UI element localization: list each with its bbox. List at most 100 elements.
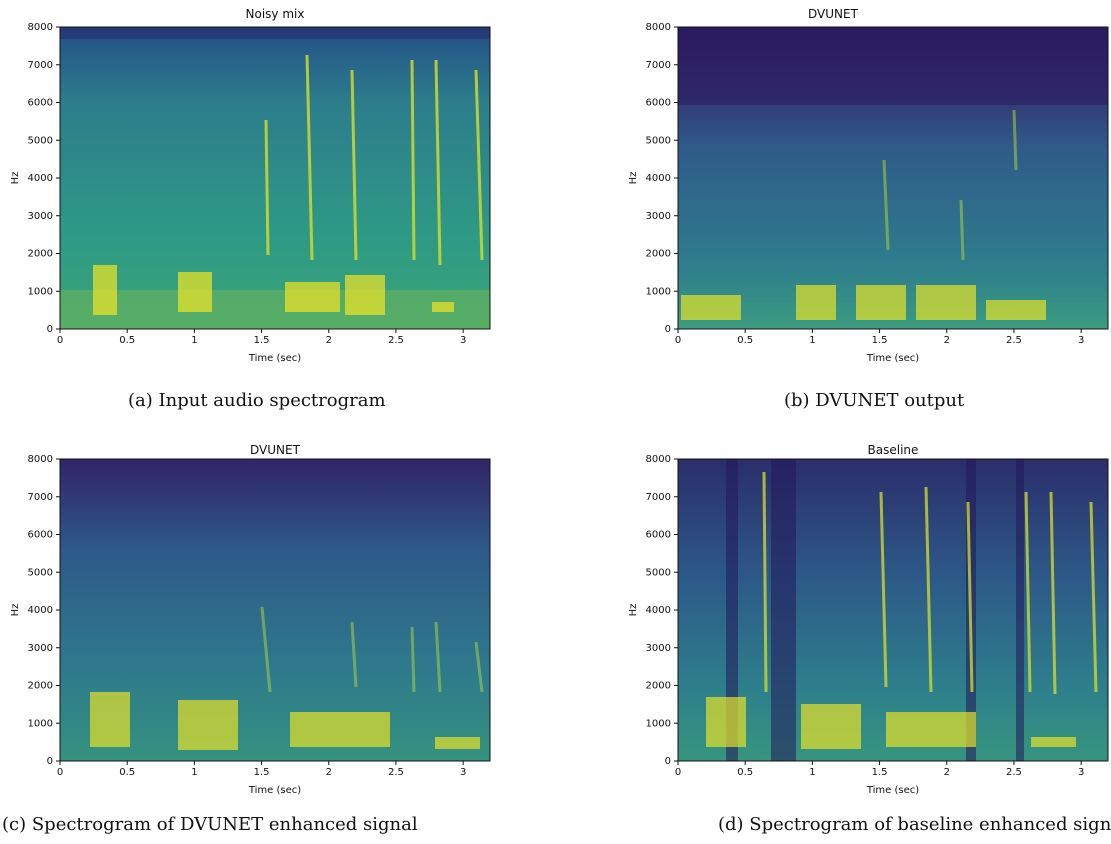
y-tick-label: 4000	[28, 173, 53, 184]
x-tick-label: 0.5	[119, 335, 135, 346]
x-tick-label: 1	[191, 335, 197, 346]
y-ticks: 0 1000 2000 3000 4000 5000 6000 7000 800…	[28, 22, 60, 335]
y-tick-label: 8000	[28, 454, 53, 465]
vertical-streaks	[260, 606, 484, 693]
y-ticks: 0 1000 2000 3000 4000 5000 6000 7000 800…	[28, 454, 60, 767]
formant-streaks	[681, 285, 1046, 320]
chart-title: DVUNET	[808, 7, 859, 21]
y-tick-label: 2000	[646, 681, 671, 692]
x-tick-label: 1	[191, 767, 197, 778]
x-tick-label: 1.5	[872, 767, 888, 778]
chart-title: Baseline	[868, 443, 919, 457]
x-tick-label: 2	[944, 335, 950, 346]
x-axis-label: Time (sec)	[248, 353, 301, 364]
x-tick-label: 0.5	[119, 767, 135, 778]
x-tick-label: 1	[809, 335, 815, 346]
x-tick-label: 0.5	[737, 335, 753, 346]
y-tick-label: 3000	[646, 211, 671, 222]
caption-d: (d) Spectrogram of baseline enhanced sig…	[718, 814, 1111, 835]
vertical-streaks	[264, 54, 484, 266]
y-tick-label: 7000	[646, 60, 671, 71]
formant-streaks	[93, 265, 454, 315]
y-tick-label: 8000	[28, 22, 53, 33]
vertical-streaks	[762, 471, 1098, 695]
y-tick-label: 7000	[28, 60, 53, 71]
y-tick-label: 0	[47, 756, 53, 767]
x-axis-label: Time (sec)	[866, 785, 919, 796]
spectrogram-panel-b: DVUNET 0 1000 2000 3000 4000 5000 6000 7…	[628, 7, 1109, 364]
x-tick-label: 0	[57, 767, 63, 778]
low-band	[60, 290, 490, 329]
y-tick-label: 5000	[646, 135, 671, 146]
y-tick-label: 6000	[28, 98, 53, 109]
x-tick-label: 3	[1078, 335, 1084, 346]
x-tick-label: 0.5	[737, 767, 753, 778]
x-tick-label: 1.5	[872, 335, 888, 346]
y-tick-label: 3000	[28, 211, 53, 222]
spectrogram-image	[60, 459, 490, 761]
x-ticks: 0 0.5 1 1.5 2 2.5 3	[675, 329, 1084, 346]
x-axis-label: Time (sec)	[248, 785, 301, 796]
y-tick-label: 4000	[646, 605, 671, 616]
y-axis-label: Hz	[628, 172, 639, 185]
x-tick-label: 3	[1078, 767, 1084, 778]
chart-title: DVUNET	[250, 443, 301, 457]
x-tick-label: 1	[809, 767, 815, 778]
x-tick-label: 2.5	[1006, 335, 1022, 346]
spectrogram-image	[60, 27, 490, 329]
x-ticks: 0 0.5 1 1.5 2 2.5 3	[675, 761, 1084, 778]
y-tick-label: 6000	[646, 98, 671, 109]
y-tick-label: 2000	[646, 249, 671, 260]
y-axis-label: Hz	[628, 604, 639, 617]
cutoff-band	[678, 27, 1108, 105]
formant-streaks	[706, 697, 1076, 749]
y-tick-label: 3000	[646, 643, 671, 654]
y-tick-label: 5000	[646, 567, 671, 578]
y-tick-label: 2000	[28, 681, 53, 692]
caption-b: (b) DVUNET output	[784, 390, 965, 411]
x-tick-label: 3	[460, 335, 466, 346]
x-tick-label: 2.5	[388, 335, 404, 346]
y-tick-label: 0	[665, 324, 671, 335]
spectrogram-panel-d: Baseline 0 1000 2000 3000 4000 5000 6000…	[628, 443, 1109, 796]
x-tick-label: 1.5	[254, 335, 270, 346]
y-tick-label: 1000	[646, 718, 671, 729]
y-tick-label: 0	[47, 324, 53, 335]
y-tick-label: 1000	[28, 718, 53, 729]
y-ticks: 0 1000 2000 3000 4000 5000 6000 7000 800…	[646, 454, 678, 767]
x-ticks: 0 0.5 1 1.5 2 2.5 3	[57, 761, 466, 778]
y-tick-label: 8000	[646, 454, 671, 465]
y-tick-label: 2000	[28, 249, 53, 260]
spectrogram-panel-c: DVUNET 0 1000 2000 3000 4000 5000 6000 7…	[10, 443, 491, 796]
y-axis-label: Hz	[10, 172, 21, 185]
chart-title: Noisy mix	[246, 7, 305, 21]
spectrogram-image	[678, 459, 1108, 761]
y-tick-label: 8000	[646, 22, 671, 33]
caption-a: (a) Input audio spectrogram	[128, 390, 386, 411]
x-ticks: 0 0.5 1 1.5 2 2.5 3	[57, 329, 466, 346]
spectrogram-panel-a: Noisy mix 0 1000 2000 3000 4000 5000 600…	[10, 7, 491, 364]
y-tick-label: 4000	[646, 173, 671, 184]
y-tick-label: 6000	[646, 530, 671, 541]
y-tick-label: 6000	[28, 530, 53, 541]
x-tick-label: 3	[460, 767, 466, 778]
y-tick-label: 5000	[28, 135, 53, 146]
x-tick-label: 2.5	[388, 767, 404, 778]
y-ticks: 0 1000 2000 3000 4000 5000 6000 7000 800…	[646, 22, 678, 335]
y-tick-label: 7000	[28, 492, 53, 503]
formant-streaks	[90, 692, 480, 750]
x-tick-label: 2.5	[1006, 767, 1022, 778]
x-tick-label: 0	[57, 335, 63, 346]
vertical-streaks	[882, 109, 1018, 261]
x-tick-label: 1.5	[254, 767, 270, 778]
x-tick-label: 0	[675, 767, 681, 778]
x-tick-label: 2	[944, 767, 950, 778]
caption-c: (c) Spectrogram of DVUNET enhanced signa…	[2, 814, 418, 835]
y-tick-label: 5000	[28, 567, 53, 578]
y-tick-label: 7000	[646, 492, 671, 503]
y-tick-label: 0	[665, 756, 671, 767]
x-tick-label: 2	[326, 767, 332, 778]
y-tick-label: 3000	[28, 643, 53, 654]
x-tick-label: 0	[675, 335, 681, 346]
y-tick-label: 1000	[28, 286, 53, 297]
